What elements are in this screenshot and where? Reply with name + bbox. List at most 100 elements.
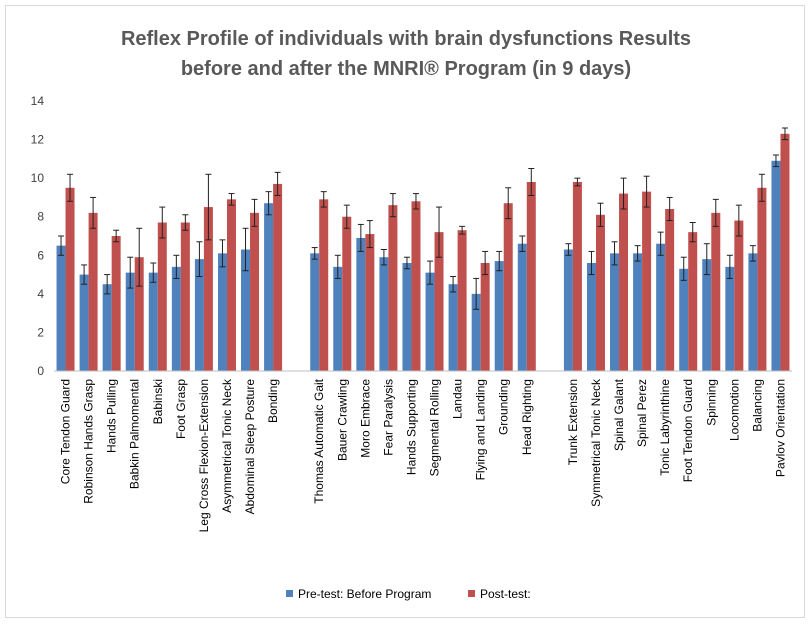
pre-error-bar: [219, 239, 226, 268]
category-babkin-palmomental: [125, 227, 144, 371]
post-bar: [711, 212, 721, 371]
x-tick-label: Foot Grasp: [174, 379, 188, 439]
post-error-bar: [182, 214, 189, 231]
pre-bar: [679, 268, 689, 371]
category-landau: [448, 225, 467, 371]
pre-error-bar: [496, 250, 503, 272]
x-tick-label: Asymmetrical Tonic Neck: [220, 378, 234, 513]
y-tick-label: 12: [31, 133, 45, 147]
pre-error-bar: [403, 256, 410, 270]
x-tick-label: Moro Embrace: [358, 379, 372, 458]
post-error-bar: [574, 177, 581, 187]
pre-bar: [725, 266, 735, 371]
pre-bar: [656, 243, 666, 371]
pre-bar: [633, 253, 643, 371]
category-hands-supporting: [402, 193, 421, 371]
post-error-bar: [412, 193, 419, 210]
post-bar: [757, 187, 767, 371]
pre-bar: [356, 237, 366, 371]
category-flying-and-landing: [471, 250, 490, 371]
chart-frame: [5, 5, 805, 618]
post-error-bar: [781, 127, 788, 141]
pre-bar: [264, 203, 274, 371]
x-tick-label: Symmetrical Tonic Neck: [589, 378, 603, 507]
post-bar: [572, 182, 582, 371]
pre-error-bar: [311, 247, 318, 260]
x-tick-label: Locomotion: [727, 379, 741, 441]
chart-title-line-2: before and after the MNRI® Program (in 9…: [181, 58, 631, 80]
y-tick-label: 4: [37, 287, 44, 301]
category-leg-cross-flexion-extension: [194, 173, 213, 371]
pre-error-bar: [173, 254, 180, 279]
category-bonding: [264, 171, 283, 371]
y-tick-label: 14: [31, 94, 45, 108]
x-tick-label: Hands Supporting: [404, 379, 418, 475]
category-locomotion: [725, 204, 744, 371]
y-tick-label: 6: [37, 248, 44, 262]
pre-bar: [241, 249, 251, 371]
post-bar: [111, 236, 121, 371]
x-tick-label: Babkin Palmomental: [128, 379, 142, 489]
post-error-bar: [90, 196, 97, 229]
category-trunk-extension: [563, 177, 582, 371]
pre-error-bar: [588, 250, 595, 276]
pre-bar: [771, 160, 781, 371]
x-tick-label: Foot Tendon Guard: [681, 379, 695, 482]
post-bar: [526, 182, 536, 371]
post-bar: [365, 234, 375, 371]
post-bar: [503, 203, 513, 371]
y-tick-label: 8: [37, 210, 44, 224]
post-error-bar: [366, 220, 373, 249]
x-tick-label: Spinal Perez: [635, 379, 649, 447]
y-axis: 0 2 4 6 8 10 12 14: [31, 94, 45, 378]
post-bar: [319, 199, 329, 371]
post-error-bar: [597, 202, 604, 227]
post-error-bar: [228, 193, 235, 206]
category-bauer-crawling: [333, 204, 352, 371]
post-error-bar: [274, 171, 281, 196]
category-pavlov-orientation: [771, 127, 790, 371]
category-hands-pulling: [102, 229, 121, 371]
post-bar: [688, 232, 698, 371]
x-tick-label: Flying and Landing: [474, 379, 488, 480]
x-tick-label: Fear Paralysis: [381, 379, 395, 456]
post-bar: [134, 257, 144, 371]
pre-bar: [586, 263, 596, 371]
post-bar: [226, 199, 236, 371]
y-tick-label: 2: [37, 325, 44, 339]
plot-area: [56, 127, 790, 371]
x-tick-label: Tonic Labyrinthine: [658, 379, 672, 476]
pre-error-bar: [703, 243, 710, 276]
post-bar: [480, 263, 490, 371]
category-abdominal-sleep-posture: [241, 198, 260, 371]
pre-bar: [379, 257, 389, 371]
pre-error-bar: [473, 277, 480, 310]
chart-title: Reflex Profile of individuals with brain…: [121, 28, 691, 80]
pre-bar: [471, 293, 481, 371]
post-error-bar: [620, 177, 627, 210]
post-error-bar: [482, 250, 489, 276]
category-spinal-perez: [633, 175, 652, 371]
pre-error-bar: [450, 276, 457, 293]
pre-bar: [748, 253, 758, 371]
pre-error-bar: [427, 260, 434, 285]
x-tick-label: Spinning: [704, 379, 718, 426]
pre-error-bar: [565, 243, 572, 256]
pre-error-bar: [726, 254, 733, 279]
pre-error-bar: [749, 245, 756, 262]
x-axis: Core Tendon Guard Robinson Hands Grasp Han…: [59, 378, 788, 532]
legend-post-swatch: [468, 590, 475, 597]
post-error-bar: [136, 227, 143, 287]
pre-error-bar: [334, 254, 341, 279]
post-bar: [434, 232, 444, 371]
category-babinski: [148, 206, 167, 371]
post-error-bar: [643, 175, 650, 208]
post-error-bar: [320, 191, 327, 208]
legend-post-label: Post-test:: [480, 587, 531, 601]
post-error-bar: [436, 206, 443, 258]
pre-error-bar: [196, 241, 203, 277]
pre-error-bar: [357, 223, 364, 252]
post-error-bar: [689, 222, 696, 243]
category-foot-tendon-guard: [679, 222, 698, 371]
